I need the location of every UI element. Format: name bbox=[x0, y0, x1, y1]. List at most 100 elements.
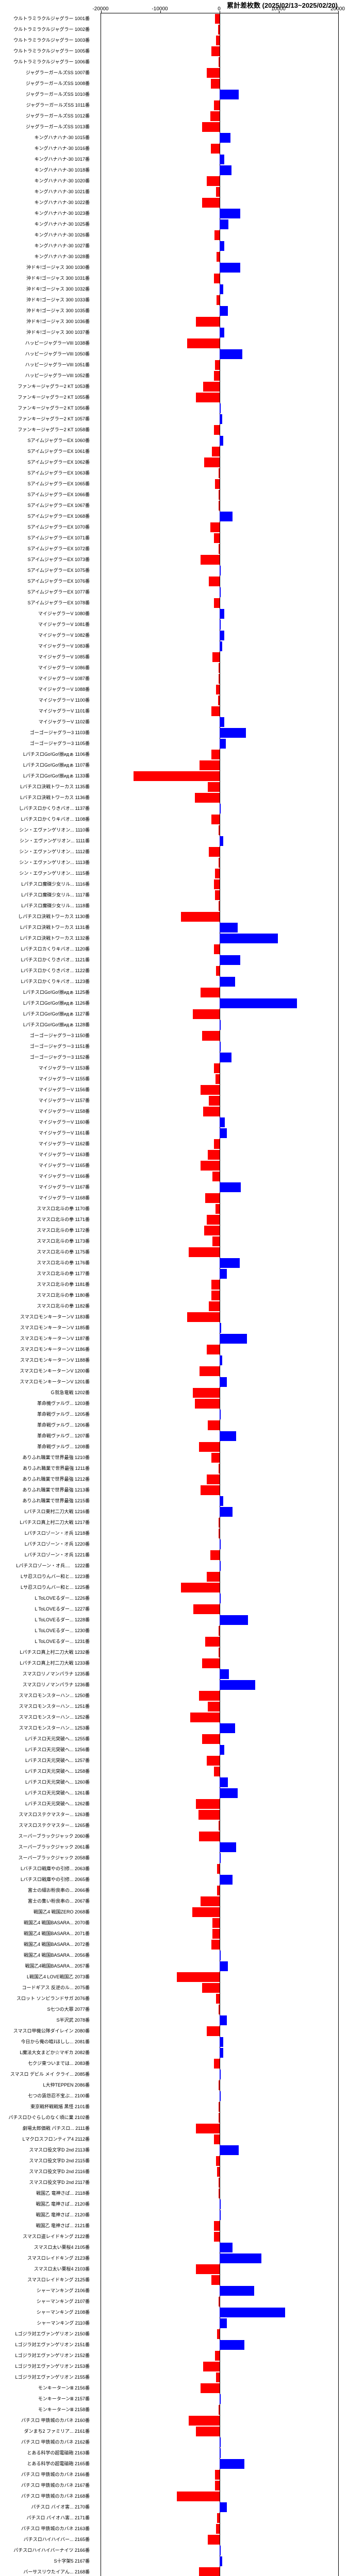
bar bbox=[220, 1182, 241, 1192]
chart-row: ゴーゴージャグラー3 1105番 bbox=[101, 738, 338, 749]
chart-row: シン・エヴァンゲリオン... 1115番 bbox=[101, 868, 338, 879]
chart-row: スマスロモンキーターンV 1200番 bbox=[101, 1366, 338, 1377]
bar bbox=[220, 641, 222, 651]
y-axis-label: SアイムジャグラーEX 1063番 bbox=[28, 468, 90, 479]
bar bbox=[193, 1009, 220, 1019]
y-axis-label: マイジャグラーV 1083番 bbox=[38, 641, 90, 652]
y-axis-label: ファンキージャグラー2 KT 1053番 bbox=[18, 381, 90, 392]
y-axis-label: SアイムジャグラーEX 1062番 bbox=[28, 457, 90, 468]
bar bbox=[219, 1464, 220, 1473]
chart-row: シャーマンキング 2108番 bbox=[101, 2307, 338, 2318]
bar bbox=[219, 858, 220, 868]
chart-row: パチスロ 甲鉄城のカバネ 2160番 bbox=[101, 2415, 338, 2426]
y-axis-label: ありふれ職業で世界最強 1215番 bbox=[22, 1496, 90, 1506]
chart-row: LパチスロGo!Go!揃идぁ 1133番 bbox=[101, 771, 338, 782]
y-axis-label: 戦国乙 竜神さば... 2120番 bbox=[36, 2199, 90, 2210]
chart-row: Lパチスロ真上村二刀大戦 1232番 bbox=[101, 1647, 338, 1658]
chart-row: SアイムジャグラーEX 1065番 bbox=[101, 479, 338, 489]
chart-row: スマスロリノマンパラナ 1235番 bbox=[101, 1669, 338, 1680]
chart-row: マイジャグラーV 1166番 bbox=[101, 1171, 338, 1182]
y-axis-label: 戦国乙 竜神さば... 2118番 bbox=[36, 2188, 90, 2199]
chart-row: シン・エヴァンゲリオン... 1113番 bbox=[101, 857, 338, 868]
y-axis-label: 沖ドキ!ゴージャス 300 1032番 bbox=[26, 284, 90, 295]
chart-row: キングハナハナ-30 1022番 bbox=[101, 197, 338, 208]
bar bbox=[220, 2070, 221, 2079]
y-axis-label: マイジャグラーV 1165番 bbox=[39, 1160, 90, 1171]
bar bbox=[189, 1247, 220, 1257]
bar bbox=[220, 1323, 221, 1333]
y-axis-label: Lバチスロ天元突破へ... 1262番 bbox=[25, 1799, 90, 1809]
y-axis-label: SアイムジャグラーEX 1061番 bbox=[28, 446, 90, 457]
chart-row: スロット ソンビランドサガ 2076番 bbox=[101, 1993, 338, 2004]
chart-row: Lゴジラ対エヴァンゲリオン 2153番 bbox=[101, 2361, 338, 2372]
chart-row: ジャグラーガールズSS 1012番 bbox=[101, 111, 338, 122]
chart-row: Lパチスロ真上村二刀大戦 1217番 bbox=[101, 1517, 338, 1528]
chart-row: ゴーゴージャグラー3 1151番 bbox=[101, 1041, 338, 1052]
chart-row: Lバチスロかくりキバオ... 1108番 bbox=[101, 814, 338, 825]
chart-row: ジャグラーガールズSS 1013番 bbox=[101, 122, 338, 132]
bar bbox=[220, 2210, 221, 2220]
y-axis-label: ジャグラーガールズSS 1010番 bbox=[26, 89, 90, 100]
y-axis-label: スマスロ役文字D 2nd 2113番 bbox=[29, 2145, 90, 2156]
chart-row: マイジャグラーV 1163番 bbox=[101, 1149, 338, 1160]
bar bbox=[199, 1442, 220, 1452]
y-axis-label: スマスロレイドキング 2123番 bbox=[27, 2253, 90, 2264]
chart-row: 革命戦ヴァルヴ... 1205番 bbox=[101, 1409, 338, 1420]
bar bbox=[219, 2405, 220, 2415]
chart-row: マイジャグラーV 1087番 bbox=[101, 673, 338, 684]
y-axis-label: スマスロモンスターハン... 1251番 bbox=[19, 1701, 90, 1712]
chart-row: スマスロモンスターハン... 1251番 bbox=[101, 1701, 338, 1712]
bar bbox=[220, 934, 278, 943]
bar bbox=[203, 2362, 220, 2371]
x-axis-tick-label: 0 bbox=[218, 6, 221, 12]
bar bbox=[220, 566, 221, 575]
chart-row: L魔法大女まどか☆マギカ 2082番 bbox=[101, 2047, 338, 2058]
chart-row: スマスロモンキーターンV 1187番 bbox=[101, 1333, 338, 1344]
bar bbox=[208, 1420, 220, 1430]
chart-row: 革命機ヴァルヴ... 1203番 bbox=[101, 1398, 338, 1409]
bar bbox=[220, 263, 240, 273]
plot-area: ウルトラミラクルジャグラー 1001番ウルトラミラクルジャグラー 1002番ウル… bbox=[101, 13, 339, 2576]
bar bbox=[220, 284, 223, 294]
y-axis-label: ウルトラミラクルジャグラー 1005番 bbox=[13, 46, 90, 57]
bar bbox=[215, 2481, 220, 2490]
bar bbox=[193, 1604, 220, 1614]
bar bbox=[208, 2535, 220, 2545]
bar bbox=[212, 1236, 220, 1246]
chart-row: SアイムジャグラーEX 1073番 bbox=[101, 554, 338, 565]
bar bbox=[209, 847, 220, 857]
chart-row: キングハナハナ-30 1026番 bbox=[101, 230, 338, 241]
chart-row: スマスロステクマスター... 1263番 bbox=[101, 1809, 338, 1820]
y-axis-label: Lパチスロ決戦トワーカス 1131番 bbox=[20, 922, 90, 933]
bar bbox=[216, 36, 220, 45]
chart-row: ありふれ職業で世界最強 1212番 bbox=[101, 1474, 338, 1485]
chart-row: ウルトラミラクルジャグラー 1003番 bbox=[101, 35, 338, 46]
bar bbox=[219, 2189, 220, 2198]
bar bbox=[220, 2091, 221, 2101]
y-axis-label: Ｇ就急竜戦 1202番 bbox=[50, 1387, 90, 1398]
bar bbox=[217, 252, 220, 262]
chart-row: マイジャグラーV 1157番 bbox=[101, 1095, 338, 1106]
bar bbox=[220, 923, 238, 933]
chart-row: SアイムジャグラーEX 1078番 bbox=[101, 598, 338, 608]
bar bbox=[211, 79, 220, 89]
chart-row: スマスロモンキーターンV 1201番 bbox=[101, 1377, 338, 1387]
chart-row: 富士の集い粉良串の... 2067番 bbox=[101, 1896, 338, 1907]
chart-row: マイジャグラーV 1161番 bbox=[101, 1128, 338, 1139]
y-axis-label: パチスロハイハイバーナイツ 2166番 bbox=[13, 2545, 90, 2556]
bar bbox=[220, 349, 242, 359]
y-axis-label: Lバチスロ決戦トワーカス 1136番 bbox=[20, 792, 90, 803]
bar bbox=[199, 1832, 220, 1841]
y-axis-label: LパチスロGo!Go!揃идぁ 1133番 bbox=[23, 771, 90, 782]
bar bbox=[207, 2026, 220, 2036]
y-axis-label: LパチスロGo!Go!揃идぁ 1125番 bbox=[23, 987, 90, 998]
bar bbox=[220, 587, 221, 597]
y-axis-label: マイジャグラーV 1101番 bbox=[39, 706, 90, 717]
y-axis-label: 革命戦ヴァルヴ... 1206番 bbox=[37, 1420, 90, 1431]
chart-row: SアイムジャグラーEX 1076番 bbox=[101, 576, 338, 587]
bar bbox=[207, 1572, 220, 1582]
chart-row: スマスロ北斗の拳 1180番 bbox=[101, 1290, 338, 1301]
bar bbox=[208, 1150, 220, 1160]
bar bbox=[211, 1940, 220, 1950]
y-axis-label: キングハナハナ-30 1027番 bbox=[35, 241, 90, 251]
